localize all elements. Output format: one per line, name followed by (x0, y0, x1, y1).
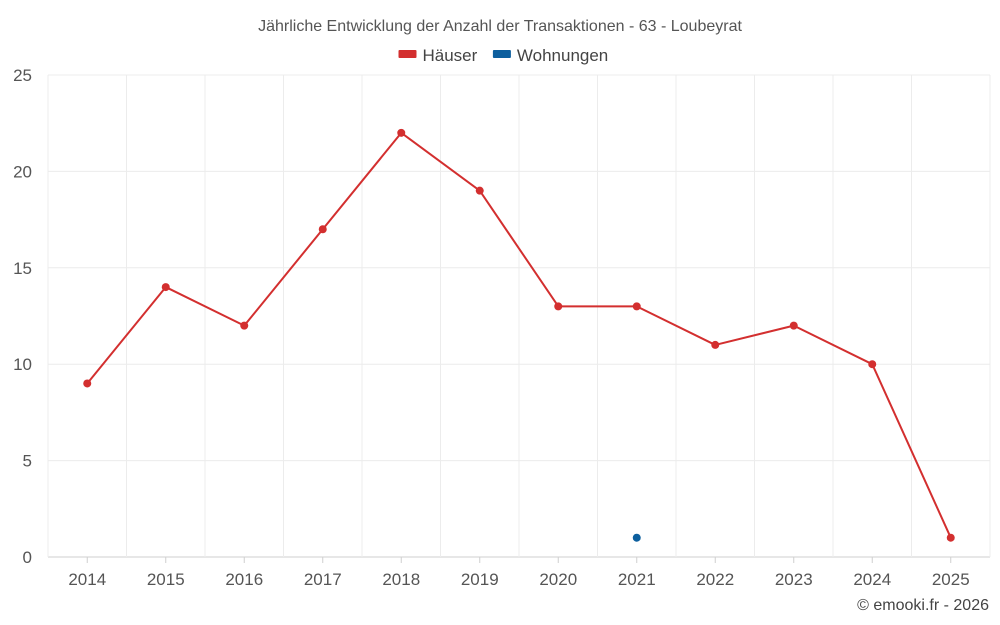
x-tick-label: 2014 (68, 570, 106, 589)
y-tick-label: 0 (23, 548, 32, 567)
data-point[interactable] (632, 533, 641, 542)
data-point[interactable] (397, 128, 406, 137)
y-tick-label: 25 (13, 66, 32, 85)
data-point[interactable] (83, 379, 92, 388)
x-tick-label: 2025 (932, 570, 970, 589)
data-point[interactable] (632, 302, 641, 311)
y-tick-label: 20 (13, 162, 32, 181)
x-tick-label: 2021 (618, 570, 656, 589)
y-tick-label: 10 (13, 355, 32, 374)
series-layer (83, 128, 955, 542)
legend-swatch (398, 50, 417, 58)
data-point[interactable] (711, 340, 720, 349)
legend-item[interactable]: Häuser (398, 46, 478, 65)
x-tick-label: 2016 (225, 570, 263, 589)
data-point[interactable] (946, 533, 955, 542)
series-1 (632, 533, 641, 542)
x-tick-label: 2024 (853, 570, 891, 589)
series-0 (83, 128, 955, 542)
x-tick-label: 2019 (461, 570, 499, 589)
chart-legend: Häuser Wohnungen (398, 46, 608, 65)
data-point[interactable] (161, 283, 170, 292)
series-line (86, 131, 952, 539)
data-point[interactable] (868, 360, 877, 369)
data-point[interactable] (318, 225, 327, 234)
x-tick-label: 2020 (539, 570, 577, 589)
x-tick-label: 2022 (696, 570, 734, 589)
data-point[interactable] (475, 186, 484, 195)
x-tick-label: 2015 (147, 570, 185, 589)
data-point[interactable] (554, 302, 563, 311)
y-tick-label: 15 (13, 259, 32, 278)
legend-label: Häuser (423, 46, 478, 65)
legend-item[interactable]: Wohnungen (492, 46, 608, 65)
data-point[interactable] (240, 321, 249, 330)
legend-swatch (492, 50, 511, 58)
grid-lines (47, 74, 991, 558)
x-tick-label: 2018 (382, 570, 420, 589)
credit-text: © emooki.fr - 2026 (857, 597, 989, 614)
x-tick-label: 2023 (775, 570, 813, 589)
y-tick-label: 5 (23, 452, 32, 471)
chart-title: Jährliche Entwicklung der Anzahl der Tra… (258, 18, 742, 35)
data-point[interactable] (789, 321, 798, 330)
legend-label: Wohnungen (517, 46, 608, 65)
x-tick-label: 2017 (304, 570, 342, 589)
